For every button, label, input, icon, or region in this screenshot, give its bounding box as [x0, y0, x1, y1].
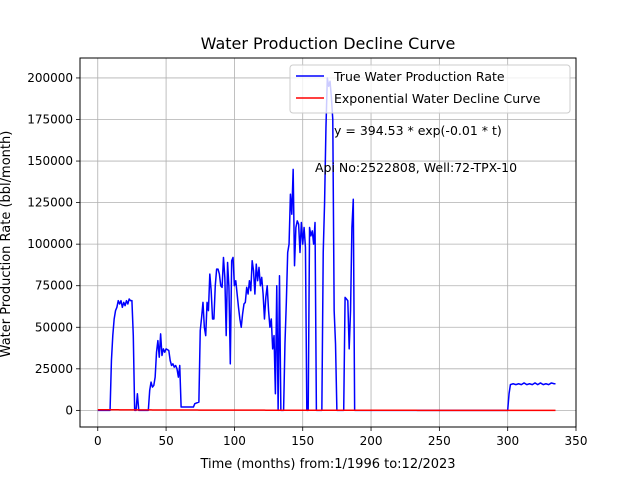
y-tick-label: 100000 [27, 237, 73, 251]
legend-label-exponential: Exponential Water Decline Curve [334, 91, 541, 106]
legend-box [289, 64, 571, 114]
legend-label-true-rate: True Water Production Rate [333, 69, 505, 84]
x-tick-label: 50 [158, 434, 173, 448]
y-tick-label: 50000 [35, 320, 73, 334]
y-axis-label: Water Production Rate (bbl/month) [0, 131, 14, 358]
well-annotation: Api No:2522808, Well:72-TPX-10 [315, 160, 517, 175]
y-tick-label: 200000 [27, 71, 73, 85]
x-tick-label: 300 [496, 434, 519, 448]
axes-frame [79, 57, 577, 428]
x-tick-label: 250 [428, 434, 451, 448]
x-tick-label: 0 [94, 434, 102, 448]
x-tick-label: 100 [223, 434, 246, 448]
y-tick-label: 150000 [27, 154, 73, 168]
plot-area [97, 77, 556, 412]
x-axis-label: Time (months) from:1/1996 to:12/2023 [199, 457, 455, 472]
x-axis-ticks: 0 50 100 150 200 250 300 350 [94, 427, 588, 448]
equation-annotation: y = 394.53 * exp(-0.01 * t) [334, 123, 502, 138]
series-true-water-production [97, 77, 556, 412]
chart-title: Water Production Decline Curve [201, 34, 456, 53]
y-tick-label: 0 [65, 403, 73, 417]
y-tick-label: 25000 [35, 362, 73, 376]
series-exponential-decline [97, 408, 556, 412]
y-axis-ticks: 0 25000 50000 75000 100000 125000 150000 175000… [27, 71, 80, 417]
x-tick-label: 350 [565, 434, 588, 448]
x-tick-label: 200 [360, 434, 383, 448]
x-tick-label: 150 [291, 434, 314, 448]
y-tick-label: 125000 [27, 196, 73, 210]
legend: True Water Production Rate Exponential W… [289, 64, 571, 114]
y-tick-label: 175000 [27, 113, 73, 127]
y-tick-label: 75000 [35, 279, 73, 293]
